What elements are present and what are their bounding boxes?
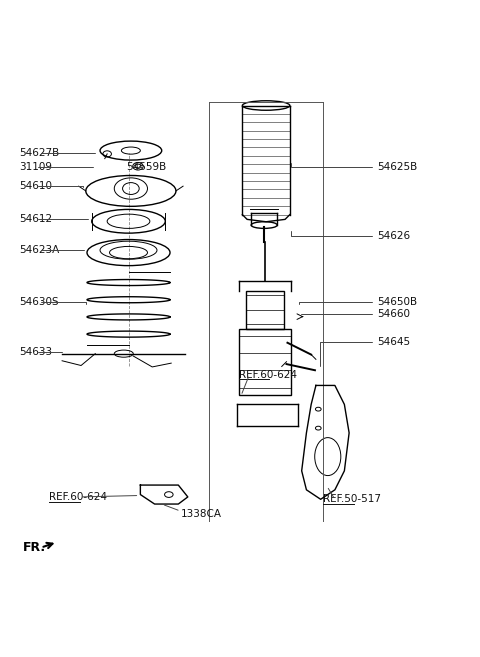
Text: 54610: 54610 [19,181,52,191]
Text: 54612: 54612 [19,214,52,225]
Text: 54625B: 54625B [378,162,418,172]
Text: 54630S: 54630S [19,298,59,307]
Text: FR.: FR. [23,541,46,555]
Text: 31109: 31109 [19,162,52,172]
Text: 54627B: 54627B [19,148,60,158]
Text: 54633: 54633 [19,347,52,357]
Text: REF.60-624: REF.60-624 [239,369,297,380]
Text: REF.50-517: REF.50-517 [323,494,381,505]
Text: 1338CA: 1338CA [180,509,222,520]
Text: 54650B: 54650B [378,298,418,307]
Text: 54660: 54660 [378,309,410,319]
Text: 54626: 54626 [378,231,411,241]
Bar [239,328,291,395]
Text: 54623A: 54623A [19,245,60,255]
Text: 54645: 54645 [378,337,411,347]
Text: REF.60-624: REF.60-624 [49,492,107,502]
Text: 54559B: 54559B [126,162,167,172]
